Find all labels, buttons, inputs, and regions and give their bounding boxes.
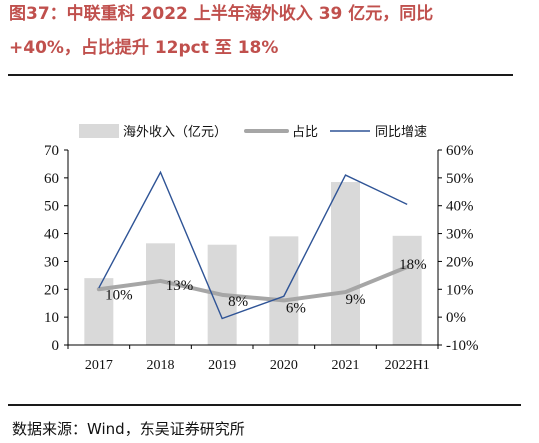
right-tick-label: 0%: [446, 310, 466, 326]
yoy-line: [98, 170, 408, 320]
right-tick-label: 10%: [446, 282, 474, 298]
bar-2022H1: [392, 235, 422, 345]
x-tick-label: 2017: [85, 358, 113, 373]
right-tick-label: 20%: [446, 254, 474, 270]
left-tick-label: 10: [44, 310, 59, 326]
share-data-label: 8%: [228, 294, 248, 310]
x-tick-label: 2020: [270, 358, 298, 373]
source-rule: [8, 404, 521, 406]
legend-label-yoy: 同比增速: [375, 124, 427, 139]
share-data-label: 18%: [399, 257, 427, 273]
left-tick-label: 20: [44, 282, 59, 298]
right-tick-label: 60%: [446, 143, 474, 159]
x-tick-label: 2022H1: [385, 358, 430, 373]
share-data-label: 6%: [286, 300, 306, 316]
source-note: 数据来源：Wind，东吴证券研究所: [12, 420, 245, 438]
left-tick-label: 50: [44, 199, 59, 215]
share-data-label: 10%: [105, 287, 133, 303]
legend-label-share: 占比: [292, 124, 318, 139]
bar-2018: [146, 243, 175, 345]
x-tick-label: 2019: [208, 358, 236, 373]
bar-2020: [269, 236, 299, 345]
left-tick-label: 60: [44, 171, 59, 187]
share-data-label: 13%: [166, 278, 194, 294]
legend-label-bar: 海外收入（亿元）: [123, 124, 227, 139]
left-tick-label: 40: [44, 227, 59, 243]
share-line: [96, 265, 410, 303]
right-tick-label: 50%: [446, 171, 474, 187]
x-tick-label: 2018: [147, 358, 175, 373]
left-tick-label: 0: [52, 338, 60, 354]
right-tick-label: -10%: [446, 338, 479, 354]
right-tick-label: 40%: [446, 199, 474, 215]
legend-swatch-bar: [79, 124, 119, 138]
left-tick-label: 70: [44, 143, 59, 159]
figure-title-line-2: +40%，占比提升 12pct 至 18%: [9, 38, 279, 58]
bar-2021: [331, 182, 360, 345]
right-tick-label: 30%: [446, 227, 474, 243]
left-tick-label: 30: [44, 254, 59, 270]
title-rule: [8, 74, 513, 76]
x-tick-label: 2021: [332, 358, 360, 373]
share-data-label: 9%: [346, 292, 366, 308]
figure-title-line-1: 图37：中联重科 2022 上半年海外收入 39 亿元，同比: [9, 4, 434, 24]
